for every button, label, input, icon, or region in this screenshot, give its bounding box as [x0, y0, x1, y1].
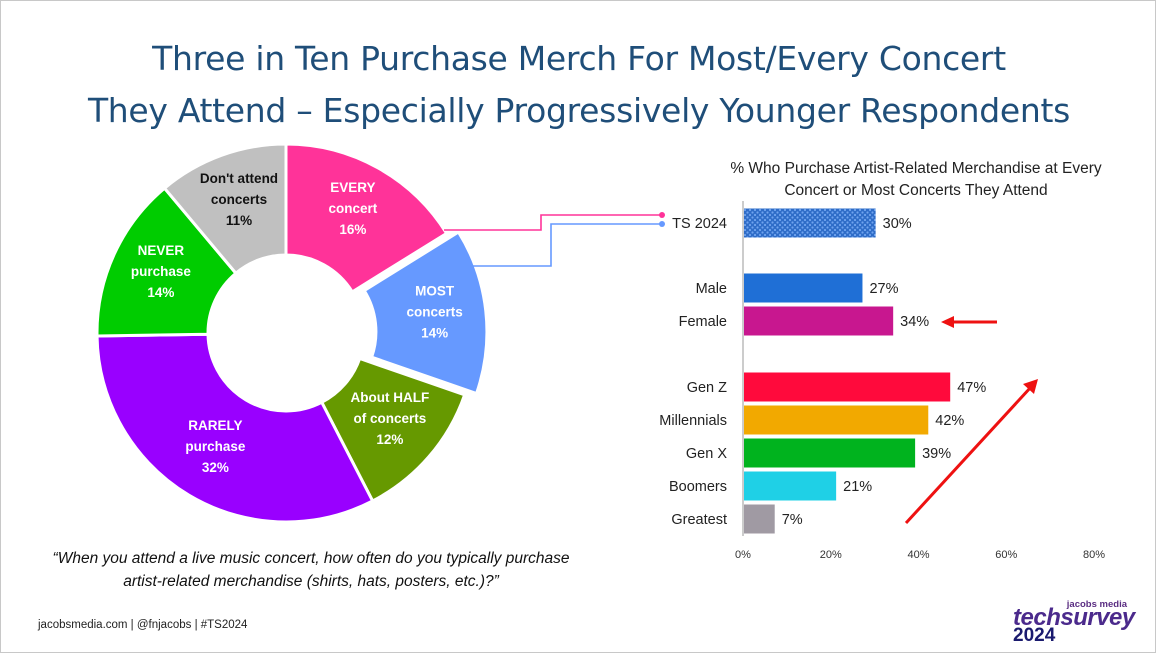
- bar-female: [744, 306, 894, 336]
- bar-ts-2024: [744, 208, 876, 238]
- bar-gen-x: [744, 438, 916, 468]
- bar-value-gen-z: 47%: [957, 380, 986, 396]
- donut-slice-most: [362, 229, 489, 396]
- x-tick-label: 60%: [995, 549, 1017, 561]
- bar-value-male: 27%: [869, 281, 898, 297]
- bar-category-boomers: Boomers: [669, 479, 727, 495]
- bar-value-gen-x: 39%: [922, 446, 951, 462]
- survey-question: “When you attend a live music concert, h…: [52, 550, 570, 590]
- connector-line-most: [463, 223, 661, 267]
- connector-line-every: [444, 214, 661, 231]
- bar-category-gen-z: Gen Z: [687, 380, 727, 396]
- bar-category-male: Male: [696, 281, 727, 297]
- bar-category-gen-x: Gen X: [686, 446, 727, 462]
- x-tick-label: 0%: [735, 549, 751, 561]
- bar-boomers: [744, 471, 837, 501]
- bar-gen-z: [744, 372, 951, 402]
- logo-wordmark: techsurvey: [1013, 604, 1135, 631]
- bar-value-female: 34%: [900, 314, 929, 330]
- slide-title-line-1: Three in Ten Purchase Merch For Most/Eve…: [152, 39, 1006, 78]
- logo-year: 2024: [1013, 625, 1056, 646]
- x-tick-label: 40%: [907, 549, 929, 561]
- techsurvey-logo: jacobs media techsurvey 2024: [991, 599, 1141, 646]
- footer-credits: jacobsmedia.com | @fnjacobs | #TS2024: [38, 619, 248, 631]
- donut-slice-never: [95, 186, 238, 338]
- bar-value-greatest: 7%: [782, 512, 803, 528]
- donut-label-don-t-attend: Don't attend concerts 11%: [200, 171, 278, 228]
- donut-slice-don-t-attend: [162, 142, 288, 276]
- bar-category-female: Female: [679, 314, 727, 330]
- x-tick-label: 80%: [1083, 549, 1105, 561]
- connector-dot-most: [659, 221, 665, 227]
- bar-male: [744, 273, 863, 303]
- bar-value-ts-2024: 30%: [883, 216, 912, 232]
- female-arrow-head: [941, 316, 954, 328]
- donut-label-most: MOST concerts 14%: [406, 283, 462, 340]
- x-tick-label: 20%: [820, 549, 842, 561]
- donut-label-rarely: RARELY purchase 32%: [185, 418, 246, 475]
- bar-category-millennials: Millennials: [659, 413, 727, 429]
- trend-arrow-head: [1023, 379, 1038, 394]
- donut-label-every: EVERY concert 16%: [328, 180, 377, 237]
- bar-category-greatest: Greatest: [671, 512, 727, 528]
- bar-chart-title: % Who Purchase Artist-Related Merchandis…: [730, 160, 1102, 199]
- bar-millennials: [744, 405, 929, 435]
- trend-arrow-shaft: [904, 385, 1033, 525]
- donut-slice-rarely: [95, 332, 375, 524]
- bar-greatest: [744, 504, 775, 534]
- slide-title-line-2: They Attend – Especially Progressively Y…: [87, 91, 1071, 130]
- connector-dot-every: [659, 212, 665, 218]
- donut-slice-every: [284, 142, 449, 294]
- donut-label-about-half: About HALF of concerts 12%: [351, 390, 430, 447]
- bar-value-boomers: 21%: [843, 479, 872, 495]
- bar-value-millennials: 42%: [935, 413, 964, 429]
- logo-company: jacobs media: [1066, 599, 1127, 610]
- bar-category-ts-2024: TS 2024: [672, 216, 727, 232]
- donut-label-never: NEVER purchase 14%: [131, 243, 192, 300]
